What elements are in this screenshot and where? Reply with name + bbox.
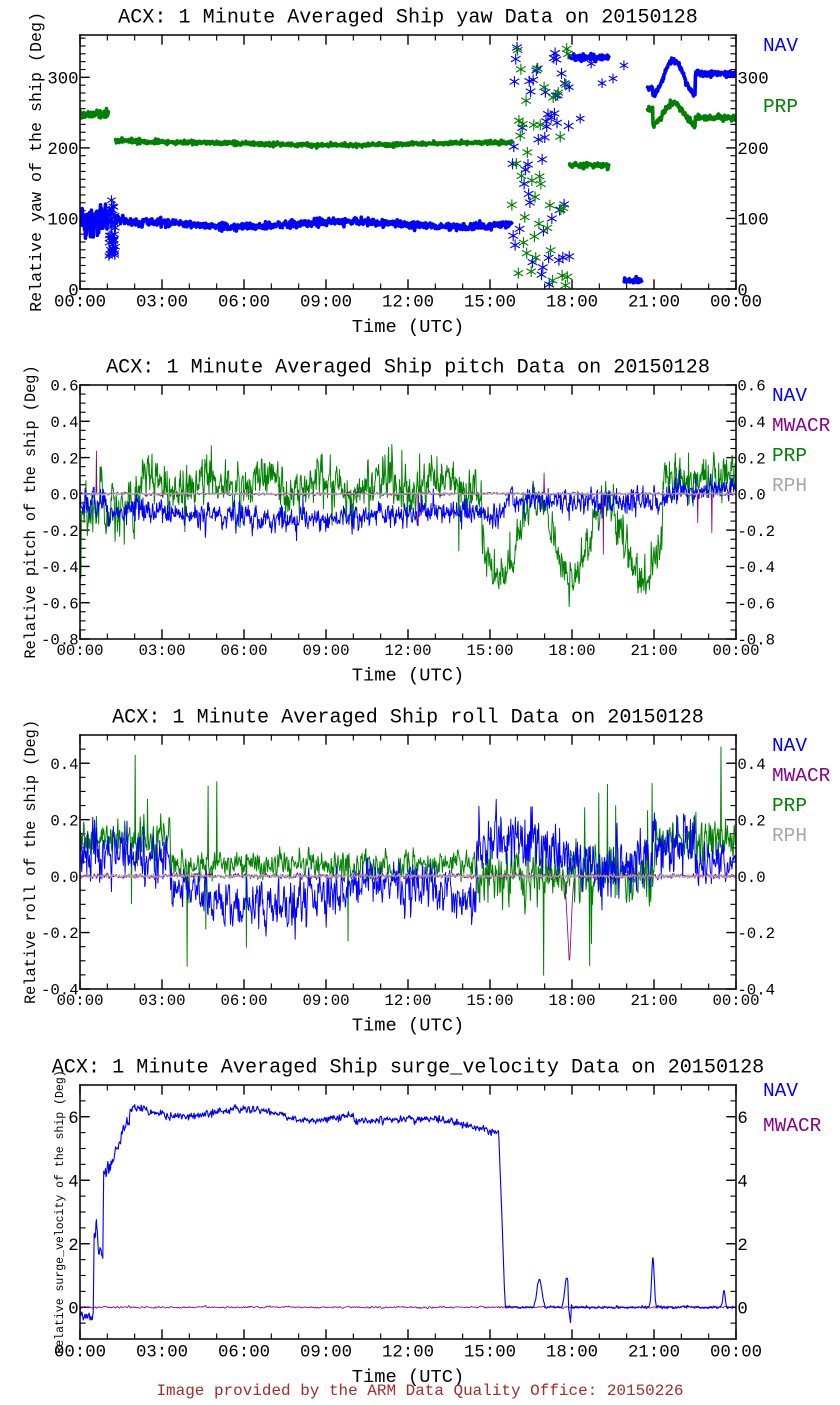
svg-text:-0.4: -0.4 <box>737 559 775 577</box>
svg-text:15:00: 15:00 <box>464 293 516 312</box>
svg-text:Relative surge_velocity of the: Relative surge_velocity of the ship (Deg… <box>54 1070 67 1353</box>
svg-text:-0.4: -0.4 <box>41 982 79 1000</box>
svg-text:300: 300 <box>737 71 768 90</box>
svg-text:Image provided by the ARM Data: Image provided by the ARM Data Quality O… <box>156 1382 683 1400</box>
svg-text:-0.2: -0.2 <box>737 523 775 541</box>
svg-text:PRP: PRP <box>763 96 798 118</box>
svg-text:200: 200 <box>737 141 768 160</box>
svg-text:RPH: RPH <box>772 475 807 497</box>
svg-text:-0.2: -0.2 <box>41 925 79 943</box>
svg-text:Relative pitch of the ship (De: Relative pitch of the ship (Deg) <box>22 365 40 658</box>
svg-text:ACX: 1 Minute Averaged Ship su: ACX: 1 Minute Averaged Ship surge_veloci… <box>52 1057 765 1080</box>
svg-text:0.6: 0.6 <box>50 378 78 396</box>
svg-text:4: 4 <box>737 1174 747 1193</box>
svg-text:0.4: 0.4 <box>50 756 78 774</box>
svg-text:-0.2: -0.2 <box>41 523 79 541</box>
svg-text:18:00: 18:00 <box>546 1343 598 1362</box>
svg-text:NAV: NAV <box>763 1080 798 1102</box>
svg-text:12:00: 12:00 <box>384 992 431 1010</box>
svg-text:15:00: 15:00 <box>466 642 513 660</box>
svg-text:Time (UTC): Time (UTC) <box>352 664 465 686</box>
svg-text:-0.8: -0.8 <box>737 632 775 650</box>
svg-text:0: 0 <box>737 282 747 301</box>
svg-text:-0.8: -0.8 <box>41 632 79 650</box>
svg-text:Relative yaw of the ship (Deg): Relative yaw of the ship (Deg) <box>28 12 47 312</box>
svg-text:0.6: 0.6 <box>737 378 765 396</box>
svg-text:0: 0 <box>68 1301 78 1320</box>
svg-text:ACX: 1 Minute Averaged Ship ya: ACX: 1 Minute Averaged Ship yaw Data on … <box>118 7 698 30</box>
svg-text:6: 6 <box>737 1110 747 1129</box>
svg-text:06:00: 06:00 <box>220 642 267 660</box>
svg-text:-0.4: -0.4 <box>41 559 79 577</box>
svg-text:PRP: PRP <box>772 795 807 817</box>
svg-text:-0.2: -0.2 <box>737 925 775 943</box>
svg-text:0.4: 0.4 <box>737 756 765 774</box>
svg-text:NAV: NAV <box>772 735 807 757</box>
svg-text:Relative roll of the ship (Deg: Relative roll of the ship (Deg) <box>22 720 40 1004</box>
svg-text:06:00: 06:00 <box>218 293 270 312</box>
svg-text:09:00: 09:00 <box>302 642 349 660</box>
svg-text:200: 200 <box>47 141 78 160</box>
svg-text:21:00: 21:00 <box>628 1343 680 1362</box>
svg-text:09:00: 09:00 <box>302 992 349 1010</box>
svg-text:12:00: 12:00 <box>382 293 434 312</box>
svg-text:21:00: 21:00 <box>628 293 680 312</box>
svg-text:00:00: 00:00 <box>54 293 106 312</box>
svg-text:00:00: 00:00 <box>710 293 762 312</box>
svg-text:0.4: 0.4 <box>737 414 765 432</box>
svg-text:12:00: 12:00 <box>382 1343 434 1362</box>
svg-text:18:00: 18:00 <box>546 293 598 312</box>
svg-text:0: 0 <box>68 282 78 301</box>
svg-text:15:00: 15:00 <box>464 1343 516 1362</box>
svg-text:18:00: 18:00 <box>548 992 595 1010</box>
svg-text:Time (UTC): Time (UTC) <box>352 1014 465 1036</box>
svg-text:PRP: PRP <box>772 445 807 467</box>
svg-text:MWACR: MWACR <box>772 415 831 437</box>
svg-text:09:00: 09:00 <box>300 293 352 312</box>
svg-text:03:00: 03:00 <box>138 642 185 660</box>
svg-text:00:00: 00:00 <box>710 1343 762 1362</box>
svg-text:0.0: 0.0 <box>737 487 765 505</box>
svg-text:0.0: 0.0 <box>50 487 78 505</box>
svg-text:0.0: 0.0 <box>737 869 765 887</box>
svg-text:0: 0 <box>737 1301 747 1320</box>
svg-text:RPH: RPH <box>772 825 807 847</box>
svg-text:06:00: 06:00 <box>220 992 267 1010</box>
svg-text:-0.6: -0.6 <box>737 595 775 613</box>
svg-text:-0.4: -0.4 <box>737 982 775 1000</box>
svg-text:0.2: 0.2 <box>50 812 78 830</box>
svg-text:MWACR: MWACR <box>763 1115 822 1137</box>
svg-text:Time (UTC): Time (UTC) <box>352 316 465 338</box>
svg-text:06:00: 06:00 <box>218 1343 270 1362</box>
svg-text:0.2: 0.2 <box>50 450 78 468</box>
svg-text:100: 100 <box>47 212 78 231</box>
svg-text:-0.6: -0.6 <box>41 595 79 613</box>
svg-text:NAV: NAV <box>772 385 807 407</box>
svg-text:0.4: 0.4 <box>50 414 78 432</box>
svg-text:03:00: 03:00 <box>136 1343 188 1362</box>
svg-text:21:00: 21:00 <box>630 992 677 1010</box>
svg-text:03:00: 03:00 <box>136 293 188 312</box>
svg-text:ACX: 1 Minute Averaged Ship pi: ACX: 1 Minute Averaged Ship pitch Data o… <box>106 357 710 380</box>
svg-text:2: 2 <box>737 1237 747 1256</box>
svg-text:0.0: 0.0 <box>50 869 78 887</box>
svg-text:03:00: 03:00 <box>138 992 185 1010</box>
svg-text:12:00: 12:00 <box>384 642 431 660</box>
svg-text:ACX: 1 Minute Averaged Ship ro: ACX: 1 Minute Averaged Ship roll Data on… <box>112 707 704 730</box>
svg-text:100: 100 <box>737 212 768 231</box>
svg-text:MWACR: MWACR <box>772 765 831 787</box>
svg-text:4: 4 <box>68 1174 78 1193</box>
svg-text:300: 300 <box>47 71 78 90</box>
svg-text:2: 2 <box>68 1237 78 1256</box>
svg-text:NAV: NAV <box>763 35 798 57</box>
svg-text:15:00: 15:00 <box>466 992 513 1010</box>
svg-text:18:00: 18:00 <box>548 642 595 660</box>
svg-text:0.2: 0.2 <box>737 450 765 468</box>
svg-text:09:00: 09:00 <box>300 1343 352 1362</box>
svg-text:6: 6 <box>68 1110 78 1129</box>
svg-text:21:00: 21:00 <box>630 642 677 660</box>
svg-text:0.2: 0.2 <box>737 812 765 830</box>
